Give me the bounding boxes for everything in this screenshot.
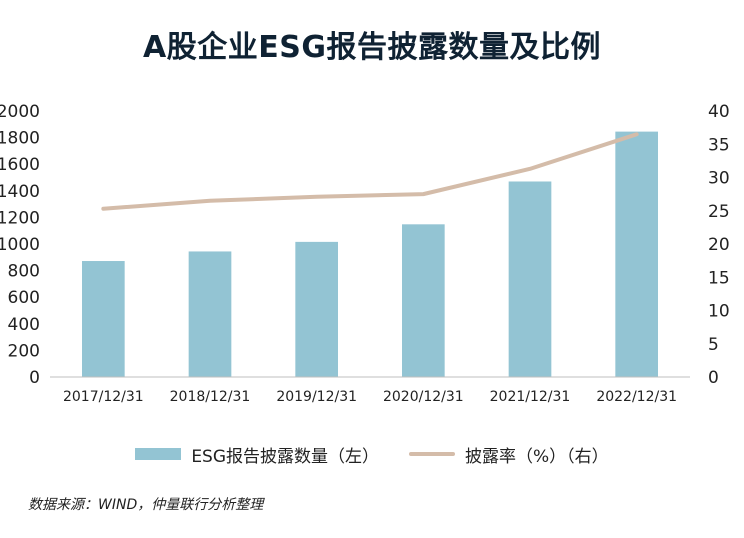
y-left-tick-label: 400 <box>8 315 40 335</box>
legend-item-line: 披露率（%）（右） <box>409 442 609 467</box>
x-tick-label: 2020/12/31 <box>383 389 464 405</box>
line-point <box>528 167 532 171</box>
y-left-tick-label: 200 <box>8 341 40 361</box>
y-left-tick-label: 1400 <box>0 182 40 202</box>
y-left-tick-label: 800 <box>8 262 40 282</box>
y-right-tick-label: 10 <box>708 302 730 322</box>
y-left-tick-label: 600 <box>8 288 40 308</box>
y-right-tick-label: 5 <box>708 335 719 355</box>
bar <box>82 261 125 377</box>
y-right-tick-label: 15 <box>708 268 730 288</box>
x-tick-label: 2022/12/31 <box>596 389 677 405</box>
y-right-tick-label: 20 <box>708 235 730 255</box>
y-left-tick-label: 1200 <box>0 208 40 228</box>
bar <box>295 241 338 377</box>
legend-swatch-line <box>409 452 456 456</box>
chart-title: A股企业ESG报告披露数量及比例 <box>143 30 601 65</box>
line-point <box>635 132 639 136</box>
y-left-tick-label: 2000 <box>0 102 40 122</box>
line-point <box>421 192 425 196</box>
y-left-tick-label: 1600 <box>0 155 40 175</box>
line-point <box>208 199 212 203</box>
y-right-tick-label: 30 <box>708 169 730 189</box>
bar <box>508 181 552 377</box>
y-left-tick-label: 0 <box>29 368 40 388</box>
bar <box>615 131 658 377</box>
y-right-tick-label: 0 <box>708 368 719 388</box>
line-point <box>101 207 105 211</box>
legend-item-bar: ESG报告披露数量（左） <box>135 442 379 467</box>
legend-label-line: 披露率（%）（右） <box>465 446 609 467</box>
line-series-disclosure-rate <box>101 132 639 211</box>
line-point <box>315 195 319 199</box>
legend-swatch-bar <box>135 448 182 460</box>
x-tick-label: 2021/12/31 <box>490 389 571 405</box>
x-tick-label: 2017/12/31 <box>63 389 144 405</box>
x-tick-label: 2018/12/31 <box>170 389 251 405</box>
y-left-tick-label: 1800 <box>0 129 40 149</box>
legend-label-bar: ESG报告披露数量（左） <box>191 446 380 467</box>
source-note: 数据来源：WIND，仲量联行分析整理 <box>28 497 264 513</box>
y-right-tick-label: 25 <box>708 202 730 222</box>
y-right-tick-label: 35 <box>708 135 730 155</box>
y-left-tick-label: 1000 <box>0 235 40 255</box>
x-tick-label: 2019/12/31 <box>276 389 357 405</box>
bar <box>188 251 232 377</box>
y-right-tick-label: 40 <box>708 102 730 122</box>
bar <box>402 224 445 377</box>
chart-legend: ESG报告披露数量（左） 披露率（%）（右） <box>0 440 744 468</box>
